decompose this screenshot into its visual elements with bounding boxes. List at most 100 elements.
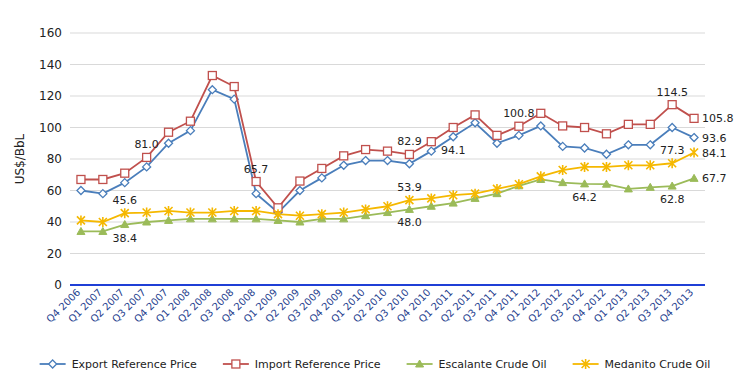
data-point — [559, 179, 567, 186]
legend-marker — [232, 360, 240, 368]
data-point — [165, 206, 173, 216]
data-point — [274, 209, 282, 219]
data-point — [559, 165, 567, 175]
data-label: 38.4 — [112, 232, 137, 245]
data-point — [427, 147, 435, 155]
data-point — [252, 178, 260, 186]
data-point — [493, 131, 501, 139]
legend-marker — [582, 359, 590, 369]
data-point — [602, 150, 610, 158]
data-point — [493, 184, 501, 194]
data-point — [384, 201, 392, 211]
data-point — [646, 183, 654, 190]
data-point — [230, 206, 238, 216]
data-point — [143, 208, 151, 218]
grid-line — [70, 64, 705, 65]
data-point — [186, 127, 194, 135]
data-point — [143, 163, 151, 171]
data-point — [668, 182, 676, 189]
data-point — [515, 122, 523, 130]
data-point — [471, 119, 479, 127]
data-label: 105.8 — [702, 112, 734, 125]
data-point — [296, 187, 304, 195]
data-point — [602, 162, 610, 172]
data-point — [581, 180, 589, 187]
data-point — [340, 152, 348, 160]
data-point — [208, 208, 216, 218]
data-point — [690, 114, 698, 122]
data-point — [559, 142, 567, 150]
data-label: 81.0 — [134, 138, 159, 151]
legend-label: Import Reference Price — [255, 358, 381, 371]
data-point — [99, 190, 107, 198]
data-point — [449, 133, 457, 141]
data-label: 114.5 — [656, 86, 688, 99]
legend-marker — [416, 360, 424, 367]
data-point — [318, 174, 326, 182]
data-label: 77.3 — [660, 144, 685, 157]
data-label: 67.7 — [702, 172, 727, 185]
data-point — [646, 120, 654, 128]
data-point — [581, 144, 589, 152]
data-point — [296, 177, 304, 185]
legend: Export Reference PriceImport Reference P… — [40, 358, 711, 371]
data-point — [602, 180, 610, 187]
data-point — [362, 146, 370, 154]
data-point — [427, 193, 435, 203]
plot-area — [77, 72, 698, 235]
chart-svg: 020406080100120140160US$/BbLQ4 2006Q1 20… — [0, 0, 750, 375]
data-point — [471, 111, 479, 119]
data-point — [515, 131, 523, 139]
data-point — [624, 120, 632, 128]
data-point — [690, 134, 698, 142]
data-point — [99, 227, 107, 234]
data-point — [646, 160, 654, 170]
x-axis-line — [70, 284, 705, 286]
data-point — [537, 122, 545, 130]
legend-marker — [49, 360, 57, 368]
data-point — [624, 160, 632, 170]
data-point — [405, 205, 413, 212]
data-label: 82.9 — [397, 135, 422, 148]
y-tick-label: 120 — [39, 89, 62, 103]
grid-line — [70, 190, 705, 191]
data-point — [581, 162, 589, 172]
y-tick-label: 140 — [39, 58, 62, 72]
data-point — [165, 139, 173, 147]
data-labels: 94.193.681.065.782.9100.8114.5105.838.44… — [112, 86, 733, 245]
data-point — [208, 72, 216, 80]
data-point — [165, 216, 173, 223]
data-point — [362, 157, 370, 165]
data-point — [624, 185, 632, 192]
y-axis-label: US$/BbL — [13, 133, 27, 184]
data-label: 93.6 — [702, 132, 727, 145]
data-point — [362, 204, 370, 214]
data-point — [405, 160, 413, 168]
grid-line — [70, 253, 705, 254]
data-point — [252, 190, 260, 198]
data-point — [99, 175, 107, 183]
data-point — [384, 157, 392, 165]
data-point — [77, 175, 85, 183]
y-tick-label: 100 — [39, 121, 62, 135]
data-label: 64.2 — [572, 191, 597, 204]
series-line — [81, 76, 694, 208]
y-tick-label: 20 — [47, 247, 62, 261]
data-point — [690, 174, 698, 181]
data-point — [77, 187, 85, 195]
legend-label: Escalante Crude Oil — [439, 358, 547, 371]
series-line — [81, 178, 694, 231]
data-point — [624, 141, 632, 149]
data-point — [230, 83, 238, 91]
data-point — [99, 217, 107, 227]
data-point — [668, 101, 676, 109]
data-point — [121, 169, 129, 177]
data-point — [581, 124, 589, 132]
data-label: 94.1 — [441, 144, 466, 157]
data-point — [186, 208, 194, 218]
data-label: 45.6 — [112, 194, 137, 207]
chart-container: 020406080100120140160US$/BbLQ4 2006Q1 20… — [0, 0, 750, 375]
data-point — [77, 215, 85, 225]
y-tick-label: 0 — [54, 278, 62, 292]
data-point — [449, 190, 457, 200]
